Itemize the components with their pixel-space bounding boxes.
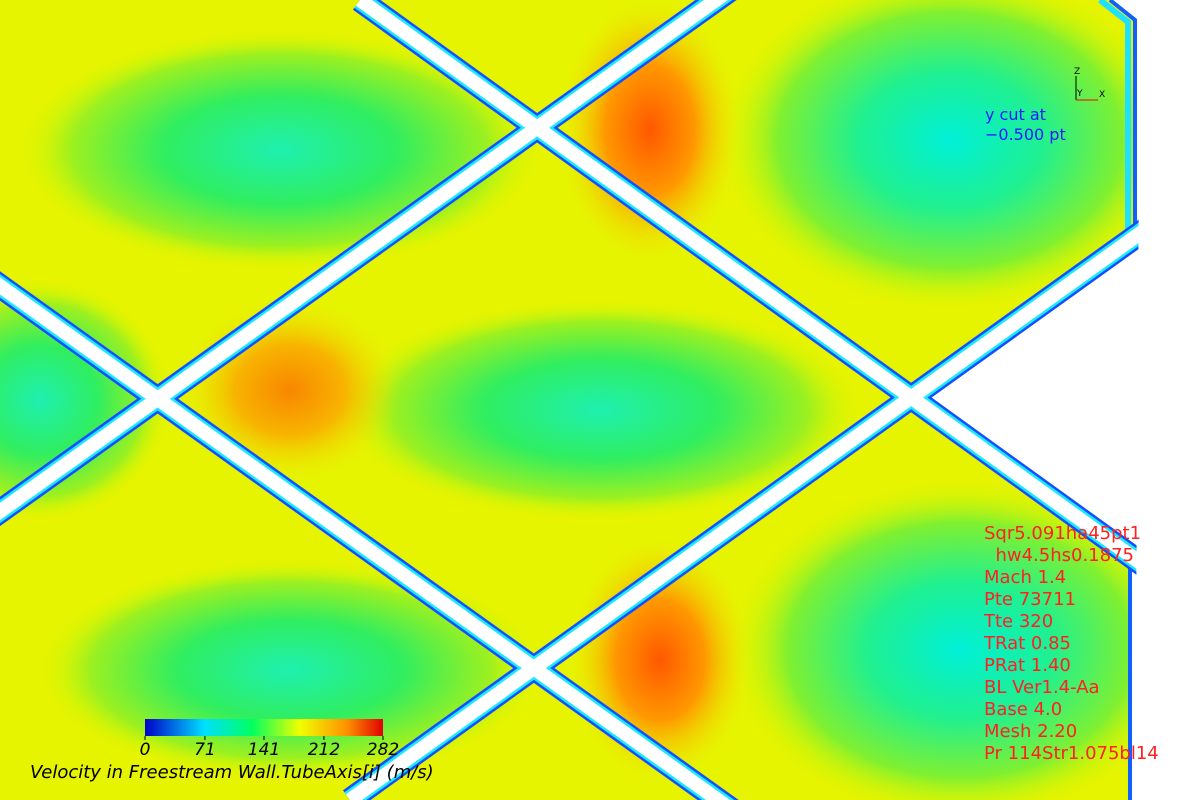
info-line: TRat 0.85: [983, 633, 1071, 654]
info-line: Mach 1.4: [984, 567, 1066, 588]
info-line: Pr 114Str1.075bl14: [984, 743, 1159, 764]
colorbar-tick-label: 141: [248, 740, 280, 760]
axis-z: Z: [1074, 67, 1080, 77]
info-line: Tte 320: [983, 611, 1053, 632]
cut-label: y cut at: [985, 105, 1046, 124]
cut-label: −0.500 pt: [985, 125, 1066, 144]
colorbar-tick-label: 282: [367, 740, 399, 760]
info-line: PRat 1.40: [984, 655, 1071, 676]
info-line: Base 4.0: [984, 699, 1062, 720]
info-line: Pte 73711: [984, 589, 1076, 610]
colorbar-ticks: 0 71 141 212 282: [140, 736, 399, 760]
info-line: Mesh 2.20: [984, 721, 1077, 742]
axis-x: X: [1099, 90, 1105, 100]
info-line: Sqr5.091ha45pt1: [984, 523, 1141, 544]
colorbar-label: Velocity in Freestream Wall.TubeAxis[i] …: [30, 762, 434, 783]
info-line: hw4.5hs0.1875: [984, 545, 1134, 566]
colorbar-tick-label: 212: [308, 740, 340, 760]
colorbar: [145, 719, 383, 736]
axis-triad: Z Y X: [1074, 67, 1105, 101]
info-line: BL Ver1.4-Aa: [984, 677, 1100, 698]
colorbar-tick-label: 0: [140, 740, 151, 760]
axis-y: Y: [1076, 89, 1083, 99]
colorbar-tick-label: 71: [194, 740, 216, 760]
